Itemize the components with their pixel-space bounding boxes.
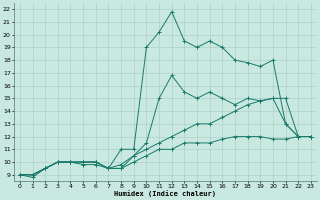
X-axis label: Humidex (Indice chaleur): Humidex (Indice chaleur) bbox=[114, 190, 216, 197]
